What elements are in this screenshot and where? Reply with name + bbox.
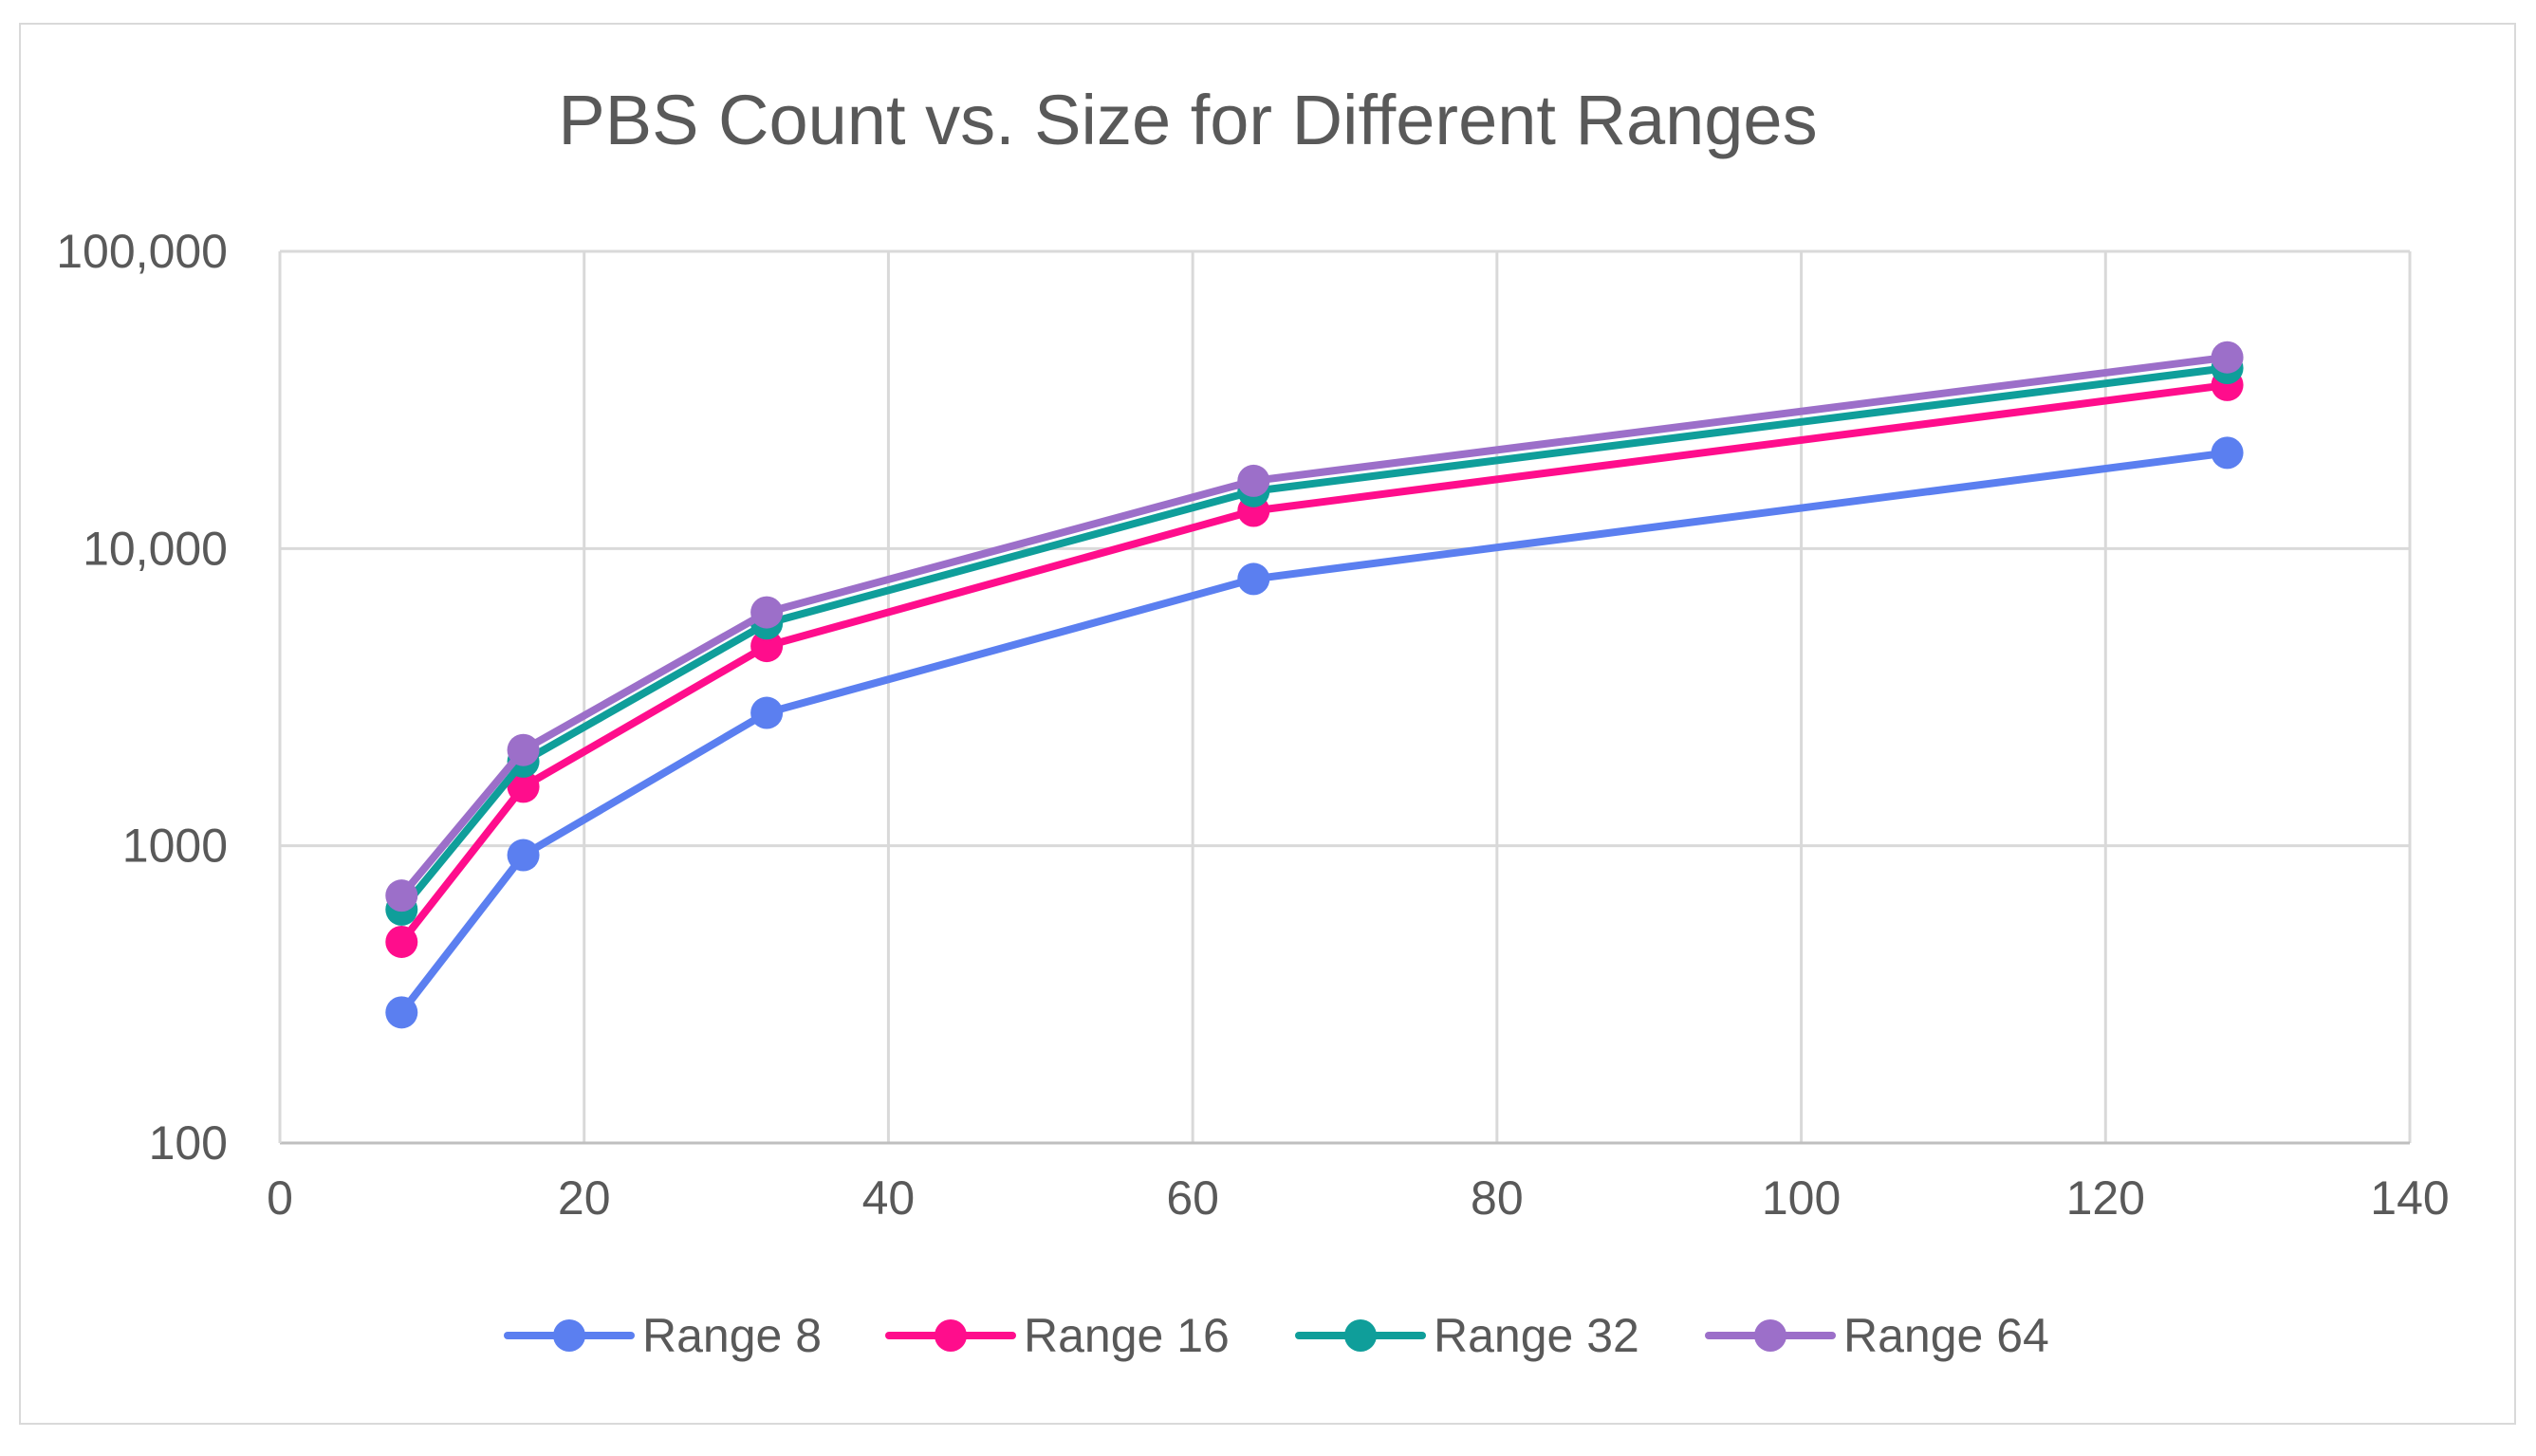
legend-swatch-marker (1754, 1319, 1786, 1352)
x-tick-label: 60 (1166, 1171, 1219, 1225)
legend-label: Range 16 (1024, 1309, 1230, 1362)
series-line-range-64 (398, 353, 2231, 900)
legend-swatch-marker (1344, 1319, 1377, 1352)
series-range-32 (385, 351, 2244, 926)
data-point-range-8 (750, 696, 784, 729)
data-point-range-16 (750, 630, 784, 663)
series-layer (385, 341, 2244, 1029)
chart-frame (19, 23, 2516, 1425)
legend-item-range-8: Range 8 (504, 1309, 822, 1362)
x-tick-label: 100 (1762, 1171, 1841, 1225)
y-tick-label: 100 (149, 1116, 228, 1170)
legend-label: Range 64 (1843, 1309, 2049, 1362)
data-point-range-16 (385, 925, 418, 958)
x-tick-label: 140 (2370, 1171, 2449, 1225)
data-point-range-8 (385, 996, 418, 1029)
data-point-range-8 (2211, 436, 2244, 470)
legend-swatch-marker (553, 1319, 585, 1352)
x-tick-label: 40 (862, 1171, 916, 1225)
series-line-range-32 (398, 363, 2231, 913)
legend-label: Range 8 (642, 1309, 822, 1362)
y-tick-label: 10,000 (83, 522, 228, 575)
data-point-range-64 (1237, 464, 1270, 497)
y-tick-label: 100,000 (56, 225, 228, 278)
legend-item-range-64: Range 64 (1705, 1309, 2049, 1362)
series-range-64 (385, 341, 2244, 912)
data-point-range-16 (507, 770, 540, 803)
data-point-range-64 (750, 596, 784, 629)
data-point-range-64 (385, 879, 418, 912)
legend-item-range-16: Range 16 (885, 1309, 1230, 1362)
legend: Range 8 Range 16 Range 32 Range 64 (504, 1309, 2049, 1362)
data-point-range-8 (1237, 562, 1270, 596)
chart-title: PBS Count vs. Size for Different Ranges (558, 81, 1817, 159)
x-tick-label: 80 (1471, 1171, 1524, 1225)
x-tick-label: 20 (558, 1171, 611, 1225)
legend-item-range-32: Range 32 (1295, 1309, 1639, 1362)
axis-layer: 100 1000 10,000 100,000 0 20 40 60 80 100 120 140 (56, 225, 2449, 1225)
series-line-range-8 (398, 449, 2231, 1017)
x-tick-label: 0 (267, 1171, 293, 1225)
series-range-8 (385, 436, 2244, 1029)
series-range-16 (385, 368, 2244, 958)
data-point-range-64 (507, 733, 540, 766)
x-tick-label: 120 (2066, 1171, 2145, 1225)
legend-swatch-marker (935, 1319, 967, 1352)
y-tick-label: 1000 (122, 820, 228, 873)
data-point-range-64 (2211, 341, 2244, 374)
legend-label: Range 32 (1434, 1309, 1639, 1362)
data-point-range-8 (507, 839, 540, 872)
